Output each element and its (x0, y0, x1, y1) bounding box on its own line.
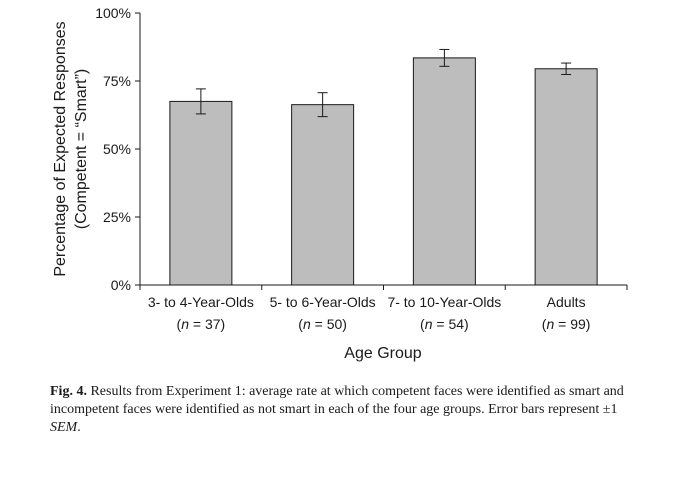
bar-chart: 0% 25% 50% 75% 100% 3- to 4-Year-Olds (n = 37)… (52, 5, 628, 362)
figure-label: Fig. 4. (50, 384, 87, 399)
bar (412, 57, 476, 286)
category-n-label: (n = 99) (542, 316, 591, 332)
bars (169, 48, 598, 286)
category-n-label: (n = 54) (420, 316, 469, 332)
bar (291, 104, 355, 286)
caption-end: . (77, 420, 81, 435)
y-tick-label: 100% (95, 5, 131, 21)
y-tick-label: 0% (111, 277, 131, 293)
category-label: Adults (547, 294, 586, 310)
bar (169, 100, 233, 286)
x-axis-title: Age Group (344, 345, 421, 362)
y-tick-label: 25% (103, 209, 131, 225)
caption-text: Results from Experiment 1: average rate … (50, 384, 624, 417)
bar (534, 68, 598, 286)
category-label: 5- to 6-Year-Olds (270, 294, 376, 310)
category-label: 7- to 10-Year-Olds (387, 294, 501, 310)
category-n-label: (n = 50) (298, 316, 347, 332)
figure-caption: Fig. 4. Results from Experiment 1: avera… (50, 383, 640, 437)
y-axis-subtitle: (Competent = “Smart”) (73, 69, 90, 229)
caption-sem: SEM (50, 420, 78, 435)
y-axis-title: Percentage of Expected Responses (52, 21, 69, 276)
y-tick-label: 75% (103, 73, 131, 89)
labels: 0% 25% 50% 75% 100% 3- to 4-Year-Olds (n = 37)… (52, 5, 590, 362)
category-label: 3- to 4-Year-Olds (148, 294, 254, 310)
category-n-label: (n = 37) (177, 316, 226, 332)
y-tick-label: 50% (103, 141, 131, 157)
